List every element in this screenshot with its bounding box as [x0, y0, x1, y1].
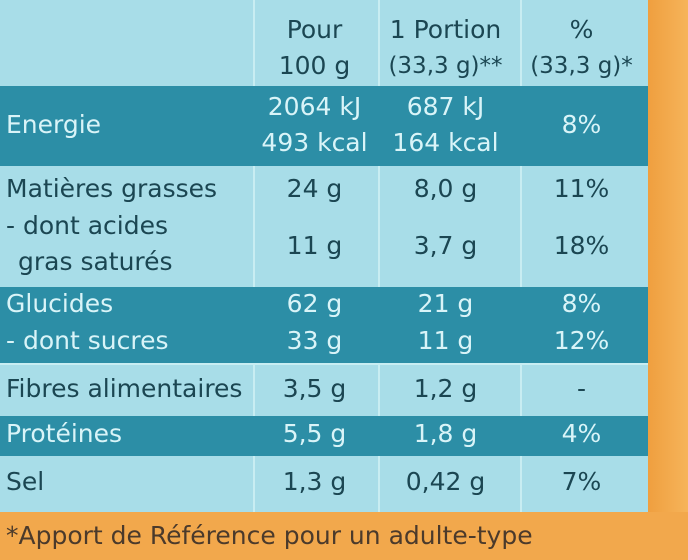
- value-sel-portion: 0,42 g: [405, 467, 486, 496]
- percent-glucides: 8%: [561, 289, 602, 318]
- value-satures-100: 11 g: [286, 231, 343, 260]
- label-acides-line2: gras saturés: [18, 247, 173, 276]
- percent-fibres: -: [576, 374, 587, 403]
- label-sel: Sel: [6, 467, 45, 496]
- label-fibres: Fibres alimentaires: [6, 374, 243, 403]
- value-satures-portion: 3,7 g: [413, 231, 478, 260]
- header-portion-line1: 1 Portion: [389, 15, 502, 44]
- row-proteines: Protéines 5,5 g 1,8 g 4%: [0, 416, 648, 456]
- value-proteines-100: 5,5 g: [282, 419, 347, 448]
- label-matieres-grasses: Matières grasses: [6, 174, 218, 203]
- value-energie-portion-kj: 687 kJ: [406, 92, 485, 121]
- column-divider: [378, 0, 380, 512]
- footnote-band: [0, 512, 688, 560]
- percent-matieres: 11%: [553, 174, 610, 203]
- value-matieres-portion: 8,0 g: [413, 174, 478, 203]
- value-sucres-100: 33 g: [286, 326, 343, 355]
- row-divider: [0, 363, 648, 365]
- value-fibres-100: 3,5 g: [282, 374, 347, 403]
- value-energie-100-kcal: 493 kcal: [261, 128, 368, 157]
- value-sucres-portion: 11 g: [417, 326, 474, 355]
- percent-sucres: 12%: [553, 326, 610, 355]
- label-acides-line1: - dont acides: [6, 211, 169, 240]
- header-per100-line1: Pour: [286, 15, 343, 44]
- value-energie-100-kj: 2064 kJ: [267, 92, 362, 121]
- header-portion-line2: (33,3 g)**: [388, 53, 503, 79]
- row-energie: Energie 2064 kJ 493 kcal 687 kJ 164 kcal…: [0, 86, 648, 166]
- label-sucres: - dont sucres: [6, 326, 169, 355]
- percent-sel: 7%: [561, 467, 602, 496]
- header-per100-line2: 100 g: [278, 51, 351, 80]
- reference-footnote: *Apport de Référence pour un adulte-type: [6, 521, 533, 550]
- value-fibres-portion: 1,2 g: [413, 374, 478, 403]
- value-matieres-100: 24 g: [286, 174, 343, 203]
- column-divider: [520, 0, 522, 512]
- percent-satures: 18%: [553, 231, 610, 260]
- value-glucides-portion: 21 g: [417, 289, 474, 318]
- value-sel-100: 1,3 g: [282, 467, 347, 496]
- column-divider: [253, 0, 255, 512]
- label-energie: Energie: [6, 110, 102, 139]
- header-percent-line1: %: [569, 15, 594, 44]
- value-glucides-100: 62 g: [286, 289, 343, 318]
- row-glucides: Glucides 62 g 21 g 8% - dont sucres 33 g…: [0, 287, 648, 363]
- percent-proteines: 4%: [561, 419, 602, 448]
- percent-energie: 8%: [561, 110, 602, 139]
- packaging-edge: [648, 0, 688, 560]
- value-energie-portion-kcal: 164 kcal: [392, 128, 499, 157]
- label-glucides: Glucides: [6, 289, 114, 318]
- label-proteines: Protéines: [6, 419, 123, 448]
- value-proteines-portion: 1,8 g: [413, 419, 478, 448]
- header-percent-line2: (33,3 g)*: [530, 53, 633, 79]
